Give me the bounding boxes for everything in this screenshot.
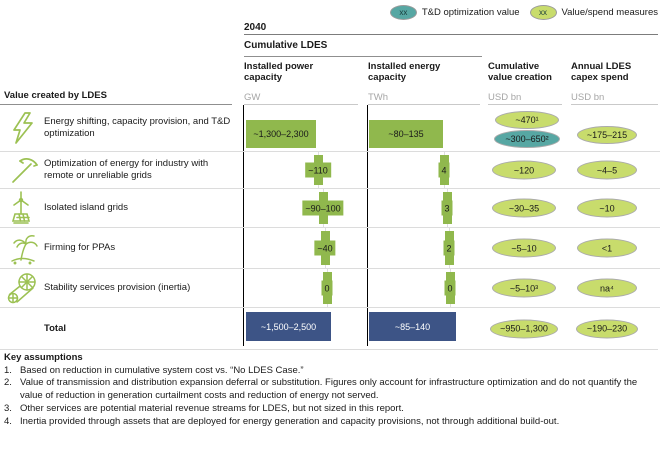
total-power-bar-label: ~1,500–2,500: [260, 321, 317, 332]
footnote-number: 4.: [4, 415, 12, 427]
column-underline: [368, 104, 480, 105]
year-heading: 2040: [244, 22, 267, 33]
capex-badge: na⁴: [577, 278, 637, 298]
year-underline: [244, 34, 658, 35]
column-title: Installed power capacity: [244, 61, 314, 84]
energy-bar-label: 4: [438, 162, 450, 178]
energy-bar-label: 2: [443, 240, 455, 256]
value-badge: ~120: [492, 160, 556, 180]
total-power-bar: ~1,500–2,500: [246, 312, 331, 341]
wind-turbine-icon: [6, 190, 40, 226]
footnote-item: 3. Other services are potential material…: [4, 403, 656, 416]
table-row-total: Total ~1,500–2,500 ~85–140 ~950–1,300 ~1…: [0, 308, 660, 349]
power-bar-label: ~110: [305, 162, 331, 178]
footnote-text: Inertia provided through assets that are…: [20, 415, 560, 427]
total-capex-badge: ~190–230: [576, 319, 638, 338]
legend-item-td-optimization: xx T&D optimization value: [389, 5, 520, 20]
column-underline: [488, 104, 562, 105]
value-badge: ~30–35: [492, 198, 556, 218]
footnotes-title: Key assumptions: [4, 352, 83, 363]
power-bar-label: ~1,300–2,300: [253, 129, 309, 139]
power-bar-label: ~40: [314, 240, 336, 256]
footnote-item: 2. Value of transmission and distributio…: [4, 377, 656, 402]
value-badge: ~470¹: [495, 111, 559, 129]
total-value-badge: ~950–1,300: [490, 319, 558, 338]
table-row-firming-ppas: Firming for PPAs ~40 2 ~5–10 <1: [0, 228, 660, 269]
column-unit: USD bn: [571, 91, 605, 103]
total-energy-bar-label: ~85–140: [394, 321, 431, 332]
td-optimization-badge-icon: xx: [389, 5, 417, 20]
row-header: Value created by LDES: [4, 90, 107, 101]
column-header-power: Installed power capacity GW: [244, 61, 339, 104]
legend: xx T&D optimization value xx Value/spend…: [389, 5, 658, 20]
total-energy-bar: ~85–140: [369, 312, 456, 341]
power-bar-label: 0: [321, 280, 333, 296]
column-title: Annual LDES capex spend: [571, 61, 632, 84]
power-axis-line: [243, 105, 244, 346]
capex-badge: ~175–215: [577, 126, 637, 144]
row-label: Optimization of energy for industry with…: [44, 158, 209, 181]
flywheel-icon: [6, 270, 40, 306]
capex-badge: ~4–5: [577, 160, 637, 180]
row-label: Firming for PPAs: [44, 242, 116, 254]
column-title: Cumulative value creation: [488, 61, 552, 84]
td-optimization-value-badge: ~300–650²: [494, 130, 560, 148]
column-unit: TWh: [368, 91, 389, 103]
value-badge: ~5–10: [492, 238, 556, 258]
footnote-text: Value of transmission and distribution e…: [20, 377, 638, 402]
table-row-isolated-island-grids: Isolated island grids ~90–100 3 ~30–35 ~…: [0, 189, 660, 228]
energy-bar: ~80–135: [369, 120, 443, 148]
table-row-industry-optimization: Optimization of energy for industry with…: [0, 152, 660, 189]
legend-label: Value/spend measures: [561, 7, 658, 18]
row-header-underline: [0, 104, 232, 105]
energy-bar-label: 3: [441, 200, 453, 216]
table-row-energy-shifting: Energy shifting, capacity provision, and…: [0, 105, 660, 152]
column-header-capex: Annual LDES capex spend USD bn: [571, 61, 659, 104]
energy-bar-label: 0: [444, 280, 456, 296]
footnote-number: 2.: [4, 377, 12, 389]
footnote-number: 3.: [4, 402, 12, 414]
bottom-rule: [0, 349, 658, 350]
capex-badge: ~10: [577, 198, 637, 218]
group-heading: Cumulative LDES: [244, 40, 328, 51]
palm-island-icon: [6, 230, 40, 266]
value-spend-badge-icon: xx: [529, 5, 557, 20]
column-title: Installed energy capacity: [368, 61, 441, 84]
legend-item-value-spend: xx Value/spend measures: [529, 5, 658, 20]
column-underline: [571, 104, 658, 105]
column-underline: [244, 104, 358, 105]
column-header-energy: Installed energy capacity TWh: [368, 61, 463, 104]
row-label: Energy shifting, capacity provision, and…: [44, 116, 231, 139]
key-assumptions: Key assumptions 1. Based on reduction in…: [4, 352, 656, 428]
total-label: Total: [44, 322, 66, 334]
group-underline: [244, 56, 482, 57]
column-unit: GW: [244, 91, 261, 103]
footnote-item: 1. Based on reduction in cumulative syst…: [4, 365, 656, 378]
row-label: Isolated island grids: [44, 202, 128, 214]
footnote-item: 4. Inertia provided through assets that …: [4, 416, 656, 429]
lightning-bolt-icon: [6, 110, 40, 146]
footnote-number: 1.: [4, 364, 12, 376]
energy-bar-label: ~80–135: [388, 129, 424, 139]
legend-label: T&D optimization value: [421, 7, 520, 18]
capex-badge: <1: [577, 238, 637, 258]
row-label: Stability services provision (inertia): [44, 282, 191, 294]
column-header-value: Cumulative value creation USD bn: [488, 61, 566, 104]
column-unit: USD bn: [488, 91, 522, 103]
value-badge: ~5–10³: [492, 278, 556, 298]
energy-axis-line: [367, 105, 368, 346]
power-bar: ~1,300–2,300: [246, 120, 316, 148]
table-row-stability-services: Stability services provision (inertia) 0…: [0, 269, 660, 308]
footnote-text: Based on reduction in cumulative system …: [20, 364, 304, 376]
power-bar-label: ~90–100: [302, 200, 344, 216]
pickaxe-icon: [6, 152, 40, 188]
footnote-text: Other services are potential material re…: [20, 402, 404, 414]
